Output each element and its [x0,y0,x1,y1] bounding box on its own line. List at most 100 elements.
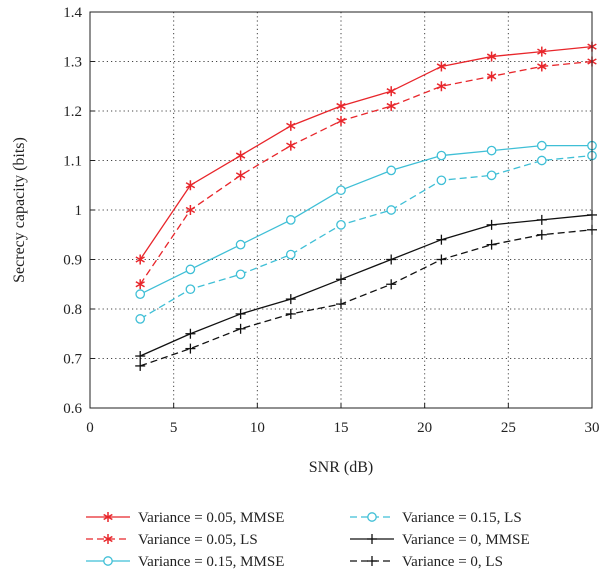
data-point-asterisk [185,180,196,191]
data-point-circle [285,215,296,225]
series-1 [135,56,597,290]
data-point-asterisk [235,150,246,161]
y-tick-label: 0.7 [63,352,82,368]
data-point-circle [185,264,196,275]
y-tick-label: 1.3 [63,55,82,71]
legend-entry-0: Variance = 0.05, MMSE [86,510,284,526]
data-point-asterisk [436,61,447,72]
data-point-asterisk [486,71,497,82]
x-tick-label: 30 [585,420,600,436]
legend-label: Variance = 0, LS [402,554,503,570]
data-point-asterisk [486,51,497,62]
y-tick-label: 0.8 [63,302,82,318]
y-tick-label: 1.1 [63,154,82,170]
y-tick-label: 0.6 [63,401,82,417]
legend: Variance = 0.05, MMSE Variance = 0.15, LS… [86,510,530,570]
data-point-circle [103,556,113,566]
data-point-plus [135,351,146,362]
data-point-asterisk [135,279,145,290]
data-point-plus [386,279,397,290]
data-point-circle [436,175,447,186]
legend-entry-1: Variance = 0.05, LS [86,532,258,548]
ticks: 0 5 10 15 20 25 30 0.6 0.7 0.8 0.9 1 1.1 1.2 1.3 1.4 [63,5,599,436]
data-point-plus [367,534,377,544]
legend-label: Variance = 0.05, LS [138,532,258,548]
data-point-circle [135,289,146,299]
data-point-circle [185,284,196,295]
data-point-asterisk [135,254,145,265]
legend-label: Variance = 0.05, MMSE [138,510,284,526]
data-point-asterisk [386,86,396,97]
data-point-circle [367,512,377,522]
series-0 [135,41,597,265]
data-point-plus [486,239,497,250]
data-point-plus [436,254,447,265]
data-point-plus [486,219,497,230]
x-axis-title: SNR (dB) [309,459,373,476]
data-point-circle [336,185,346,196]
data-point-plus [336,299,346,310]
series-line [139,229,593,367]
x-tick-label: 25 [501,420,516,436]
legend-label: Variance = 0.15, LS [402,510,522,526]
data-point-plus [536,229,547,240]
series-layer [135,41,597,371]
data-point-asterisk [336,115,346,126]
series-3 [135,150,597,324]
series-4 [135,209,597,362]
data-point-plus [536,214,547,225]
y-axis-title: Secrecy capacity (bits) [11,137,28,283]
data-point-circle [536,155,547,166]
y-tick-label: 0.9 [63,253,82,269]
data-point-asterisk [235,170,246,181]
data-point-circle [235,269,246,280]
series-line [139,46,593,260]
series-line [139,60,593,285]
data-point-asterisk [436,81,447,92]
legend-entry-2: Variance = 0.15, MMSE [86,554,284,570]
data-point-plus [436,234,447,245]
data-point-plus [185,343,196,354]
data-point-circle [386,205,397,215]
series-line [139,154,593,320]
data-point-plus [235,308,246,319]
data-point-circle [235,239,246,250]
data-point-plus [285,294,296,305]
legend-entry-4: Variance = 0, MMSE [350,532,530,548]
data-point-circle [135,314,146,324]
data-point-plus [367,556,377,566]
data-point-asterisk [537,46,547,57]
data-point-circle [536,140,547,151]
x-tick-label: 5 [170,420,178,436]
data-point-plus [336,274,346,285]
data-point-plus [185,328,196,339]
data-point-asterisk [286,140,296,151]
series-2 [135,140,597,299]
y-tick-label: 1.4 [63,5,82,21]
data-point-asterisk [286,120,296,131]
legend-label: Variance = 0.15, MMSE [138,554,284,570]
data-point-circle [285,249,296,260]
data-point-asterisk [185,205,196,215]
data-point-circle [486,145,497,156]
x-tick-label: 15 [334,420,349,436]
data-point-asterisk [386,101,396,112]
series-line [139,214,593,357]
x-tick-label: 10 [250,420,265,436]
data-point-asterisk [537,61,547,72]
data-point-circle [336,220,346,230]
data-point-circle [386,165,397,176]
data-point-asterisk [336,101,346,112]
data-point-asterisk [103,534,113,544]
legend-entry-3: Variance = 0.15, LS [350,510,522,526]
x-tick-label: 0 [86,420,94,436]
data-point-plus [386,254,397,265]
y-tick-label: 1 [75,203,83,219]
data-point-plus [135,360,146,371]
data-point-circle [486,170,497,181]
legend-entry-5: Variance = 0, LS [350,554,503,570]
data-point-plus [285,308,296,319]
data-point-asterisk [103,512,113,522]
legend-label: Variance = 0, MMSE [402,532,530,548]
